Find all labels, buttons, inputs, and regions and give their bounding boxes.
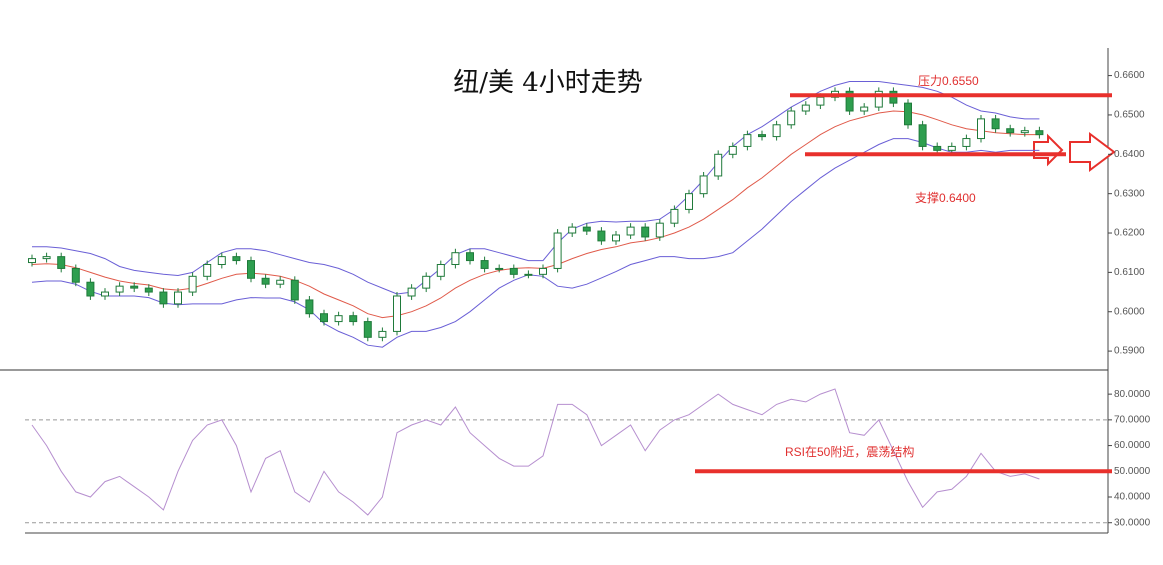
candle-body (728, 145, 737, 155)
level-label: 压力0.6550 (918, 74, 979, 88)
candle-body (626, 226, 635, 236)
y-tick-label: 40.0000 (1114, 492, 1151, 503)
candle-body (1020, 130, 1029, 134)
candle-body (276, 279, 285, 285)
candle-body (524, 273, 533, 276)
candle-body (71, 267, 80, 283)
candle-body (495, 267, 504, 270)
candle-body (363, 321, 372, 338)
candle-body (290, 279, 299, 301)
candle-body (393, 295, 401, 332)
chart-title: 纽/美 4小时走势 (453, 68, 643, 98)
y-tick-label: 50.0000 (1114, 466, 1151, 477)
candle-body (57, 256, 66, 269)
candle-body (860, 106, 869, 112)
candle-body (772, 124, 781, 138)
arrows (1033, 132, 1116, 172)
candle-body (1035, 130, 1044, 136)
candle-body (991, 118, 1000, 130)
candle-body (101, 291, 109, 297)
y-tick-label: 0.6600 (1114, 70, 1145, 81)
candle-body (378, 330, 387, 338)
candle-body (509, 267, 518, 275)
y-tick-label: 60.0000 (1114, 440, 1151, 451)
candle-body (1006, 128, 1015, 134)
candle-body (188, 275, 197, 293)
candle-body (816, 96, 825, 106)
y-tick-label: 30.0000 (1114, 517, 1151, 528)
indicator-line (32, 81, 1040, 295)
candle-body (320, 313, 328, 323)
candle-body (947, 145, 956, 151)
indicator-line (31, 138, 1040, 348)
candle-body (217, 256, 226, 266)
candle-body (174, 291, 182, 305)
candle-body (685, 193, 693, 210)
candle-body (480, 260, 489, 269)
candle-body (28, 258, 36, 264)
candle-body (436, 264, 445, 277)
candle-body (232, 256, 241, 262)
y-tick-label: 0.6200 (1114, 228, 1145, 239)
candle-body (743, 134, 752, 147)
candle-body (801, 104, 810, 112)
candle-body (42, 256, 51, 260)
rsi-line (31, 388, 1040, 516)
candle-body (962, 138, 971, 147)
level-label: 支撑0.6400 (915, 190, 976, 205)
candle-body (845, 90, 854, 112)
candle-body (612, 234, 620, 242)
candle-body (568, 226, 577, 234)
candle-body (699, 175, 708, 195)
candle-body (597, 230, 606, 242)
candle-body (874, 90, 883, 108)
candle-body (334, 315, 343, 323)
level-label: RSI在50附近，震荡结构 (785, 444, 914, 459)
candle-body (904, 102, 912, 126)
candle-body (130, 285, 139, 289)
y-tick-label: 80.0000 (1114, 389, 1151, 400)
candle-body (466, 252, 474, 262)
arrow (1033, 133, 1064, 167)
candle-body (641, 226, 650, 238)
candle-body (115, 285, 124, 293)
candle-body (977, 118, 985, 140)
y-tick-label: 0.6000 (1114, 306, 1145, 317)
candle-body (305, 299, 314, 315)
candle-body (451, 252, 460, 266)
candle-body (933, 145, 942, 151)
candle-body (144, 287, 153, 293)
arrow (1069, 132, 1116, 172)
y-tick-label: 0.6400 (1114, 149, 1145, 160)
candle-body (553, 232, 562, 269)
candle-body (86, 281, 95, 297)
candle-body (787, 110, 796, 126)
y-tick-label: 0.6100 (1114, 267, 1145, 278)
candle-body (655, 222, 664, 238)
candle-body (247, 260, 255, 279)
candle-body (349, 315, 358, 323)
y-tick-label: 0.6500 (1114, 110, 1145, 121)
indicator-line (31, 110, 1040, 319)
candle-body (539, 267, 547, 275)
candle-body (714, 153, 723, 177)
y-tick-label: 0.6300 (1114, 188, 1145, 199)
candle-body (582, 226, 591, 232)
candle-body (407, 287, 416, 297)
candle-body (918, 124, 927, 147)
candle-body (159, 291, 168, 305)
candle-body (758, 134, 766, 138)
y-tick-label: 0.5900 (1114, 346, 1145, 357)
candle-body (422, 275, 431, 289)
candle-body (670, 208, 679, 224)
candle-body (261, 277, 270, 285)
y-tick-label: 70.0000 (1114, 414, 1151, 425)
candle-body (203, 264, 212, 277)
